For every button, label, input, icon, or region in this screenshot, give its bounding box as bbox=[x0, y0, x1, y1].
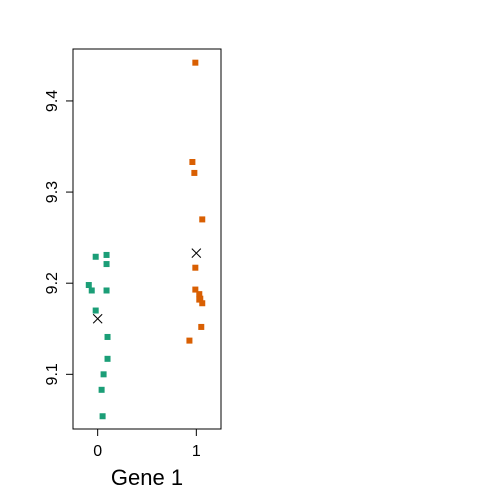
data-point-group-1 bbox=[186, 338, 192, 344]
data-point-group-0 bbox=[104, 261, 110, 267]
mean-marker bbox=[93, 314, 102, 323]
mean-markers bbox=[93, 249, 201, 324]
data-point-group-1 bbox=[198, 324, 204, 330]
data-point-group-1 bbox=[199, 216, 205, 222]
data-point-group-0 bbox=[86, 282, 92, 288]
data-point-group-0 bbox=[105, 334, 111, 340]
data-point-group-0 bbox=[101, 371, 107, 377]
data-point-group-0 bbox=[93, 308, 99, 314]
y-tick-label: 9.2 bbox=[44, 272, 61, 294]
data-point-group-0 bbox=[99, 387, 105, 393]
x-axis-label: Gene 1 bbox=[111, 465, 183, 490]
data-point-group-1 bbox=[191, 170, 197, 176]
data-point-group-0 bbox=[105, 356, 111, 362]
data-point-group-1 bbox=[189, 159, 195, 165]
data-points bbox=[86, 60, 205, 420]
plot-frame bbox=[73, 49, 221, 429]
data-point-group-1 bbox=[192, 60, 198, 66]
data-point-group-0 bbox=[89, 287, 95, 293]
y-axis: 9.1 9.2 9.3 9.4 bbox=[44, 90, 73, 386]
y-tick-label: 9.4 bbox=[44, 90, 61, 112]
y-tick-label: 9.1 bbox=[44, 363, 61, 385]
mean-marker bbox=[192, 249, 201, 258]
data-point-group-0 bbox=[104, 287, 110, 293]
data-point-group-1 bbox=[192, 265, 198, 271]
y-tick-label: 9.3 bbox=[44, 181, 61, 203]
data-point-group-0 bbox=[93, 254, 99, 260]
data-point-group-1 bbox=[199, 300, 205, 306]
data-point-group-0 bbox=[104, 252, 110, 258]
data-point-group-0 bbox=[100, 413, 106, 419]
x-tick-label: 0 bbox=[93, 443, 102, 460]
x-tick-label: 1 bbox=[192, 443, 201, 460]
